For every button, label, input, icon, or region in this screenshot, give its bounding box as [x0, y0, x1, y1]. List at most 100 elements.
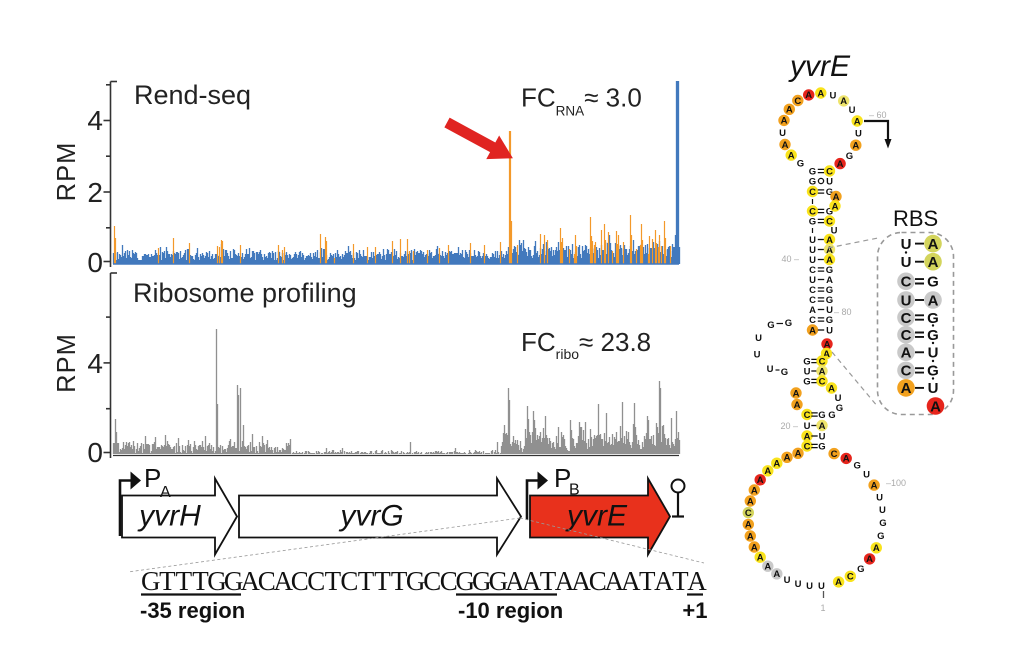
svg-text:G: G: [818, 441, 825, 452]
svg-text:G: G: [826, 315, 833, 326]
svg-text:C: C: [901, 310, 912, 327]
svg-text:U: U: [755, 333, 762, 344]
svg-text:G: G: [803, 376, 810, 387]
svg-text:G: G: [846, 151, 853, 162]
svg-text:G: G: [809, 216, 816, 227]
svg-text:RBS: RBS: [893, 206, 938, 231]
svg-text:4: 4: [87, 105, 103, 136]
svg-text:– 60: – 60: [869, 110, 887, 120]
svg-text:A: A: [745, 520, 752, 531]
svg-text:C: C: [809, 285, 816, 296]
svg-text:U: U: [819, 431, 826, 442]
svg-text:U: U: [826, 176, 833, 187]
svg-text:G: G: [803, 356, 810, 367]
svg-text:A: A: [866, 554, 873, 565]
svg-text:-35 region: -35 region: [140, 598, 245, 623]
svg-text:A: A: [819, 421, 826, 432]
svg-text:U: U: [809, 275, 816, 286]
svg-text:B: B: [569, 482, 580, 499]
svg-text:A: A: [805, 90, 812, 101]
svg-text:FCribo≈ 23.8: FCribo≈ 23.8: [521, 327, 651, 362]
svg-text:G: G: [826, 265, 833, 276]
svg-text:U: U: [779, 128, 786, 139]
svg-text:G: G: [826, 187, 833, 198]
svg-text:A: A: [794, 400, 801, 411]
svg-text:0: 0: [87, 437, 103, 468]
svg-text:U: U: [855, 129, 862, 140]
svg-text:G: G: [826, 285, 833, 296]
svg-text:C: C: [809, 295, 816, 306]
svg-text:G: G: [781, 367, 788, 378]
svg-text:U: U: [826, 325, 833, 336]
svg-text:C: C: [794, 96, 801, 107]
svg-text:A: A: [828, 383, 835, 394]
svg-text:A: A: [826, 275, 833, 286]
svg-text:C: C: [809, 187, 816, 198]
svg-text:P: P: [554, 463, 571, 493]
svg-text:A: A: [786, 105, 793, 116]
svg-text:A: A: [819, 366, 826, 377]
svg-text:C: C: [826, 166, 833, 177]
svg-text:G: G: [785, 318, 792, 329]
svg-text:G: G: [857, 564, 864, 575]
svg-text:20 –: 20 –: [780, 421, 798, 431]
svg-text:RPM: RPM: [53, 333, 81, 393]
svg-text:A: A: [773, 459, 780, 470]
svg-text:4: 4: [87, 348, 103, 379]
svg-text:A: A: [809, 325, 816, 336]
svg-text:G: G: [854, 461, 861, 472]
svg-text:A: A: [837, 159, 844, 170]
svg-text:A: A: [764, 466, 771, 477]
svg-text:U: U: [928, 345, 939, 362]
svg-text:A: A: [901, 380, 912, 397]
svg-text:yvrG: yvrG: [338, 500, 403, 533]
svg-text:G: G: [927, 310, 939, 327]
svg-text:C: C: [809, 206, 816, 217]
svg-text:U: U: [809, 245, 816, 256]
svg-text:A: A: [871, 480, 878, 491]
svg-text:U: U: [767, 364, 774, 375]
svg-text:RPM: RPM: [53, 142, 81, 202]
svg-text:A: A: [773, 569, 780, 580]
svg-text:A: A: [840, 96, 847, 107]
svg-text:A: A: [751, 485, 758, 496]
svg-text:A: A: [854, 116, 861, 127]
svg-text:40 –: 40 –: [781, 254, 799, 264]
svg-text:U: U: [901, 236, 912, 253]
svg-text:A: A: [832, 201, 839, 212]
svg-text:U: U: [826, 305, 833, 316]
svg-text:A: A: [817, 88, 824, 99]
svg-text:A: A: [784, 453, 791, 464]
svg-text:A: A: [809, 305, 816, 316]
svg-text:+1: +1: [682, 598, 707, 623]
svg-text:C: C: [804, 441, 811, 452]
svg-text:U: U: [784, 575, 791, 586]
svg-text:U: U: [863, 470, 870, 481]
svg-text:U: U: [876, 492, 883, 503]
svg-text:U: U: [809, 255, 816, 266]
svg-text:A: A: [782, 140, 789, 151]
svg-text:GTTTGGACACCTCTTTGCCGGGAATAACAA: GTTTGGACACCTCTTTGCCGGGAATAACAATATA: [141, 566, 707, 596]
svg-text:A: A: [747, 496, 754, 507]
svg-text:C: C: [901, 327, 912, 344]
svg-text:G: G: [836, 403, 843, 414]
svg-text:A: A: [852, 141, 859, 152]
svg-text:– 80: – 80: [834, 307, 852, 317]
svg-text:G: G: [809, 166, 816, 177]
svg-text:C: C: [826, 216, 833, 227]
svg-text:G: G: [927, 327, 939, 344]
svg-text:A: A: [928, 292, 939, 309]
svg-text:A: A: [826, 255, 833, 266]
svg-text:U: U: [804, 366, 811, 377]
svg-text:Ribosome profiling: Ribosome profiling: [133, 278, 357, 308]
svg-text:C: C: [901, 274, 912, 291]
svg-text:A: A: [826, 245, 833, 256]
svg-text:A: A: [757, 475, 764, 486]
svg-text:C: C: [809, 265, 816, 276]
svg-text:C: C: [745, 508, 752, 519]
svg-text:U: U: [849, 105, 856, 116]
svg-text:C: C: [819, 356, 826, 367]
svg-text:U: U: [795, 579, 802, 590]
svg-text:A: A: [928, 236, 939, 253]
svg-text:C: C: [804, 410, 811, 421]
